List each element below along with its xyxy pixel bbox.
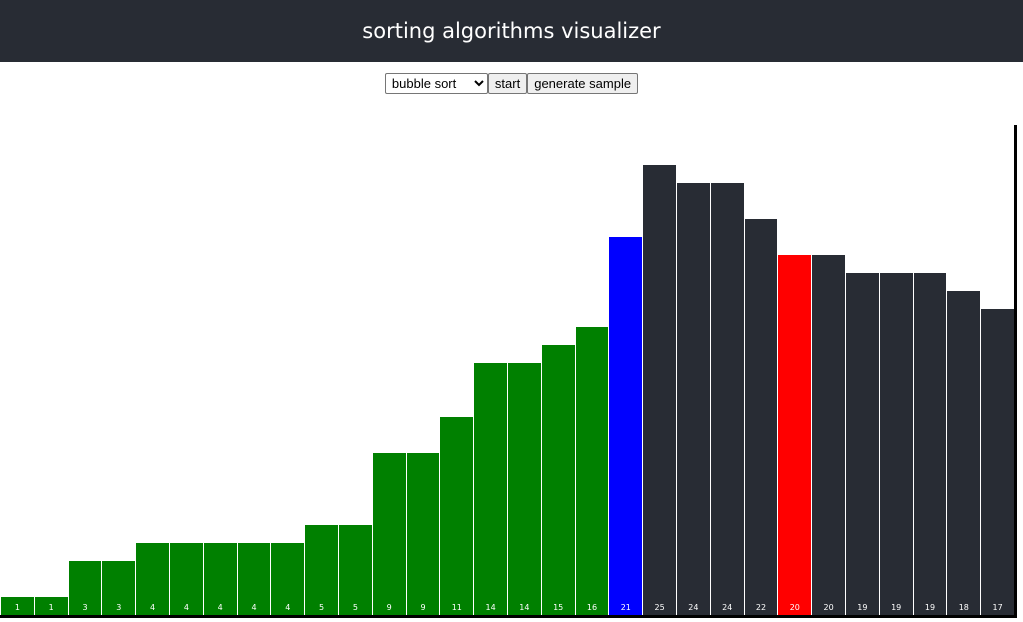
- array-bar: 4: [236, 543, 271, 615]
- bar-value-label: 11: [451, 603, 462, 612]
- bar-value-label: 24: [688, 603, 699, 612]
- bar-value-label: 4: [150, 603, 156, 612]
- bar-value-label: 20: [823, 603, 834, 612]
- bar-value-label: 22: [755, 603, 767, 612]
- chart-right-border: [1014, 125, 1017, 617]
- array-bar: 4: [270, 543, 305, 615]
- bar-value-label: 24: [722, 603, 733, 612]
- bar-value-label: 5: [319, 603, 325, 612]
- array-bar: 25: [642, 165, 676, 615]
- array-bar: 14: [473, 363, 507, 615]
- start-button[interactable]: start: [487, 72, 528, 94]
- array-bar: 14: [507, 363, 541, 615]
- bar-value-label: 19: [891, 603, 902, 612]
- bar-value-label: 5: [352, 603, 358, 612]
- bar-value-label: 19: [924, 603, 936, 612]
- array-bar: 19: [878, 273, 913, 615]
- array-bar: 3: [101, 561, 136, 615]
- array-bar: 4: [202, 543, 237, 615]
- bar-value-label: 4: [217, 603, 223, 612]
- array-bar: 16: [574, 327, 609, 615]
- array-bar: 24: [709, 183, 744, 615]
- bar-value-label: 14: [519, 603, 530, 612]
- bar-value-label: 1: [48, 603, 54, 612]
- array-bar: 22: [743, 219, 778, 615]
- array-bar: 3: [67, 561, 102, 615]
- array-bar: 1: [0, 597, 34, 615]
- array-bar: 15: [540, 345, 575, 615]
- app-header: sorting algorithms visualizer: [0, 0, 1023, 62]
- array-bar: 18: [946, 291, 981, 615]
- array-bar: 4: [135, 543, 169, 615]
- bar-value-label: 1: [14, 603, 20, 612]
- array-bar: 5: [338, 525, 372, 615]
- array-bar: 5: [304, 525, 338, 615]
- array-bar: 1: [33, 597, 68, 615]
- bar-value-label: 4: [285, 603, 291, 612]
- array-bar: 9: [371, 453, 406, 615]
- bar-value-label: 19: [857, 603, 868, 612]
- bar-value-label: 14: [485, 603, 496, 612]
- array-bar: 9: [405, 453, 440, 615]
- controls-bar: bubble sort start generate sample: [0, 72, 1023, 94]
- bar-value-label: 4: [183, 603, 189, 612]
- bar-value-label: 18: [958, 603, 969, 612]
- bar-value-label: 9: [420, 603, 426, 612]
- array-bar: 20: [777, 255, 812, 615]
- array-bar: 19: [845, 273, 879, 615]
- bar-value-label: 16: [586, 603, 598, 612]
- bar-value-label: 4: [251, 603, 257, 612]
- bar-value-label: 3: [82, 603, 88, 612]
- bar-value-label: 9: [386, 603, 392, 612]
- bar-value-label: 25: [654, 603, 665, 612]
- generate-sample-button[interactable]: generate sample: [527, 72, 639, 94]
- array-bar: 11: [439, 417, 474, 615]
- array-bar: 24: [676, 183, 710, 615]
- page-title: sorting algorithms visualizer: [362, 19, 661, 43]
- array-bar: 20: [811, 255, 845, 615]
- bar-value-label: 20: [789, 603, 800, 612]
- array-bar: 4: [169, 543, 203, 615]
- chart-bottom-border: [0, 615, 1017, 618]
- array-bar: 17: [980, 309, 1014, 615]
- bar-value-label: 15: [553, 603, 564, 612]
- bar-value-label: 21: [620, 603, 631, 612]
- array-bar: 21: [608, 237, 643, 615]
- algorithm-select[interactable]: bubble sort: [384, 72, 488, 94]
- bar-value-label: 3: [116, 603, 122, 612]
- array-bar: 19: [912, 273, 947, 615]
- bar-value-label: 17: [992, 603, 1003, 612]
